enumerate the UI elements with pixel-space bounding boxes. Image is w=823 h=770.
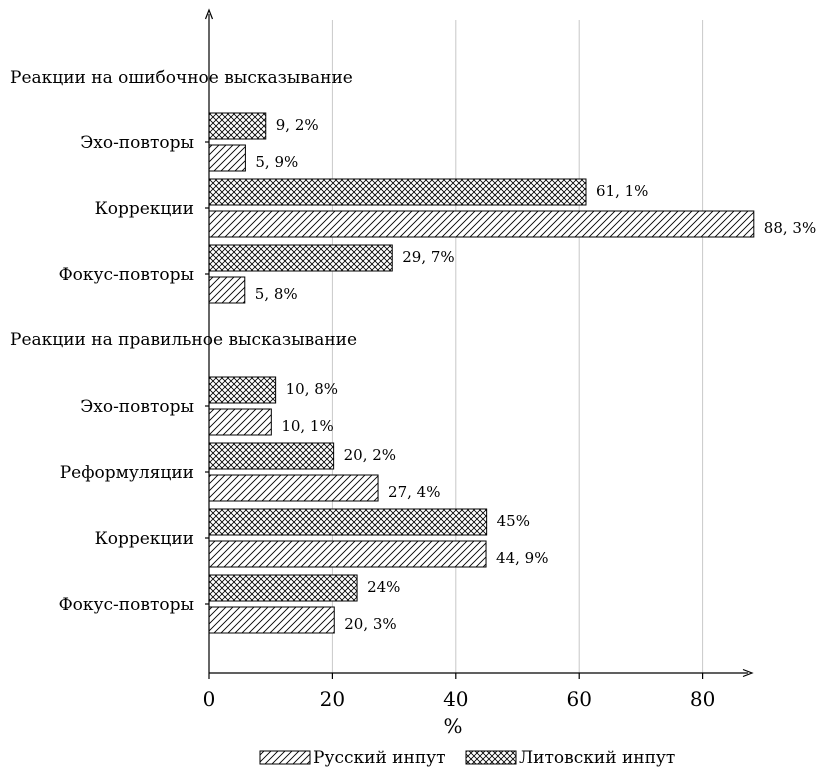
data-label-lithuanian: 29, 7% xyxy=(402,248,454,266)
data-label-lithuanian: 45% xyxy=(497,512,530,530)
data-label-lithuanian: 20, 2% xyxy=(344,446,396,464)
category-label: Фокус-повторы xyxy=(59,265,194,285)
category-label: Эхо-повторы xyxy=(80,397,194,417)
axes xyxy=(204,8,754,679)
category-label: Реформуляции xyxy=(60,463,194,483)
x-tick-label: 20 xyxy=(320,687,345,711)
data-label-lithuanian: 61, 1% xyxy=(596,182,648,200)
x-tick-label: 60 xyxy=(566,687,591,711)
category-label: Фокус-повторы xyxy=(59,595,194,615)
bar-russian xyxy=(208,606,335,634)
data-label-lithuanian: 24% xyxy=(367,578,400,596)
bar-lithuanian xyxy=(208,178,587,206)
bar-russian xyxy=(208,144,246,172)
x-axis-arrow xyxy=(742,668,754,678)
group-title: Реакции на ошибочное высказывание xyxy=(10,68,353,88)
legend: Русский инпут Литовский инпут xyxy=(259,748,675,768)
legend-label-lithuanian: Литовский инпут xyxy=(519,748,675,768)
x-tick-label: 0 xyxy=(203,687,216,711)
data-label-russian: 5, 9% xyxy=(255,153,298,171)
bar-lithuanian xyxy=(208,112,267,140)
data-label-russian: 10, 1% xyxy=(281,417,333,435)
bar-russian xyxy=(208,276,246,304)
labels: 0 20 40 60 80 Реакции на ошибочное высказыван… xyxy=(10,68,816,711)
bar-lithuanian xyxy=(208,574,358,602)
data-label-russian: 20, 3% xyxy=(344,615,396,633)
legend-label-russian: Русский инпут xyxy=(313,748,446,768)
bar-lithuanian xyxy=(208,244,393,272)
bar-lithuanian xyxy=(208,376,277,404)
legend-swatch-lithuanian xyxy=(465,750,517,765)
legend-swatch-russian xyxy=(259,750,311,765)
bar-russian xyxy=(208,540,487,568)
data-label-russian: 27, 4% xyxy=(388,483,440,501)
x-tick-label: 80 xyxy=(690,687,715,711)
data-label-russian: 88, 3% xyxy=(764,219,816,237)
category-label: Коррекции xyxy=(95,529,194,549)
data-label-russian: 5, 8% xyxy=(255,285,298,303)
category-label: Коррекции xyxy=(95,199,194,219)
x-axis-title: % xyxy=(443,714,462,738)
bar-russian xyxy=(208,210,755,238)
bar-lithuanian xyxy=(208,442,335,470)
grid-lines xyxy=(331,20,704,673)
x-tick-label: 40 xyxy=(443,687,468,711)
bar-russian xyxy=(208,474,379,502)
category-label: Эхо-повторы xyxy=(80,133,194,153)
bar-russian xyxy=(208,408,272,436)
data-label-lithuanian: 10, 8% xyxy=(286,380,338,398)
data-label-russian: 44, 9% xyxy=(496,549,548,567)
group-title: Реакции на правильное высказывание xyxy=(10,330,357,350)
bar-lithuanian xyxy=(208,508,488,536)
y-axis-arrow xyxy=(204,8,214,20)
bars xyxy=(208,112,755,634)
data-label-lithuanian: 9, 2% xyxy=(276,116,319,134)
